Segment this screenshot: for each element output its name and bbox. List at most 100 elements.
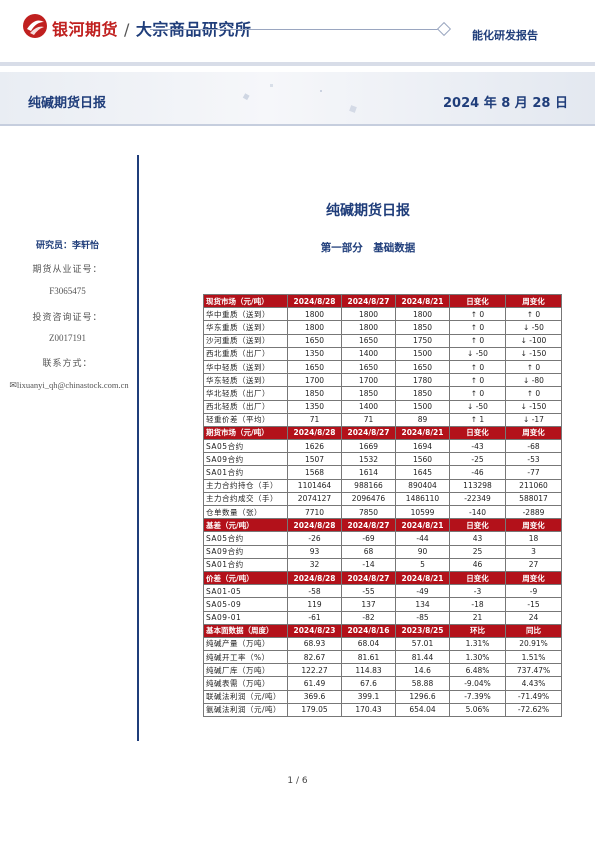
row-label: 华中重质（送到） <box>203 307 288 322</box>
table-cell: ↓ -80 <box>505 373 562 388</box>
column-header: 2024/8/21 <box>395 425 450 441</box>
column-header: 同比 <box>505 623 562 638</box>
table-cell: 5 <box>395 557 450 572</box>
table-cell: 89 <box>395 412 450 427</box>
banner-title: 纯碱期货日报 <box>28 96 107 111</box>
column-header: 2024/8/21 <box>395 293 450 309</box>
row-label: 纯碱产量（万吨） <box>203 636 288 652</box>
table-cell: -26 <box>287 531 342 546</box>
section-header-label: 现货市场（元/吨） <box>203 293 288 309</box>
table-cell: -72.62% <box>505 702 562 718</box>
table-cell: 1650 <box>395 359 450 375</box>
table-cell: 58.88 <box>395 676 450 691</box>
row-label: 沙河重质（送到） <box>203 333 288 348</box>
table-row: SA01合约 1568 1614 1645 -46 -77 <box>203 465 562 480</box>
yinhe-logo-icon <box>23 14 47 38</box>
section-header-label: 价差（元/吨） <box>203 570 288 586</box>
table-section-header: 价差（元/吨） 2024/8/28 2024/8/27 2024/8/21 日变化 周变化 <box>203 570 562 586</box>
row-label: 华北轻质（出厂） <box>203 386 288 401</box>
table-cell: 1500 <box>395 399 450 414</box>
table-cell: -58 <box>287 584 342 599</box>
table-cell: 1669 <box>341 439 396 454</box>
row-label: 轻重价差（平均） <box>203 412 288 427</box>
table-cell: 1850 <box>395 320 450 335</box>
column-header: 2024/8/28 <box>287 570 342 586</box>
table-row: SA05-09 119 137 134 -18 -15 <box>203 597 562 612</box>
table-cell: -53 <box>505 452 562 467</box>
table-cell: 27 <box>505 557 562 572</box>
table-cell: 68.04 <box>341 636 396 652</box>
column-header: 2024/8/21 <box>395 518 450 533</box>
table-cell: -14 <box>341 557 396 572</box>
table-cell: 1.51% <box>505 650 562 665</box>
table-cell: 25 <box>449 544 506 559</box>
table-cell: 1101464 <box>287 478 342 493</box>
column-header: 2024/8/27 <box>341 425 396 441</box>
license-label: 期货从业证号： <box>32 265 103 275</box>
row-label: SA09-01 <box>203 610 288 625</box>
column-header: 2024/8/21 <box>395 570 450 586</box>
table-cell: 5.06% <box>449 702 506 718</box>
consult-label: 投资咨询证号： <box>32 313 103 323</box>
table-cell: ↓ -50 <box>449 346 506 361</box>
table-cell: 1700 <box>287 373 342 388</box>
table-cell: 61.49 <box>287 676 342 691</box>
table-cell: 18 <box>505 531 562 546</box>
table-cell: 7850 <box>341 504 396 520</box>
page-number: 1 / 6 <box>287 776 308 786</box>
table-cell: -85 <box>395 610 450 625</box>
table-cell: -49 <box>395 584 450 599</box>
table-cell: 46 <box>449 557 506 572</box>
analyst-email[interactable]: ✉lixuanyi_qh@chinastock.com.cn <box>6 378 132 393</box>
table-section-header: 基差（元/吨） 2024/8/28 2024/8/27 2024/8/21 日变化 周变化 <box>203 518 562 533</box>
table-cell: -55 <box>341 584 396 599</box>
row-label: 联碱法利润（元/吨） <box>203 689 288 704</box>
email-text[interactable]: lixuanyi_qh@chinastock.com.cn <box>16 380 129 390</box>
table-cell: 1560 <box>395 452 450 467</box>
table-cell: 654.04 <box>395 702 450 718</box>
banner-decoration <box>242 84 357 113</box>
document-title: 纯碱期货日报 <box>326 203 410 219</box>
row-label: SA01-05 <box>203 584 288 599</box>
row-label: 氨碱法利润（元/吨） <box>203 702 288 718</box>
row-label: 纯碱表需（万吨） <box>203 676 288 691</box>
license-number: F3065475 <box>49 286 86 296</box>
table-cell: -61 <box>287 610 342 625</box>
column-header: 周变化 <box>505 570 562 586</box>
table-cell: 737.47% <box>505 663 562 678</box>
table-cell: -77 <box>505 465 562 480</box>
table-cell: 93 <box>287 544 342 559</box>
table-cell: ↓ -50 <box>505 320 562 335</box>
table-row: 纯碱表需（万吨） 61.49 67.6 58.88 -9.04% 4.43% <box>203 676 562 691</box>
table-row: 纯碱厂库（万吨） 122.27 114.83 14.6 6.48% 737.47% <box>203 663 562 678</box>
header-divider-line <box>150 29 450 30</box>
table-cell: 170.43 <box>341 702 396 718</box>
table-cell: 1800 <box>287 320 342 335</box>
row-label: 主力合约持仓（手） <box>203 478 288 493</box>
table-row: 主力合约持仓（手） 1101464 988166 890404 113298 211060 <box>203 478 562 493</box>
table-cell: 68.93 <box>287 636 342 652</box>
table-cell: ↑ 0 <box>449 307 506 322</box>
table-row: 华北轻质（出厂） 1850 1850 1850 ↑ 0 ↑ 0 <box>203 386 562 401</box>
table-cell: 369.6 <box>287 689 342 704</box>
column-header: 2024/8/23 <box>287 623 342 638</box>
table-cell: 2096476 <box>341 491 396 507</box>
column-header: 2024/8/27 <box>341 518 396 533</box>
column-header: 2024/8/28 <box>287 425 342 441</box>
table-cell: ↑ 0 <box>449 320 506 335</box>
table-cell: -68 <box>505 439 562 454</box>
table-cell: 1507 <box>287 452 342 467</box>
table-cell: 1568 <box>287 465 342 480</box>
table-row: 纯碱产量（万吨） 68.93 68.04 57.01 1.31% 20.91% <box>203 636 562 652</box>
table-cell: -25 <box>449 452 506 467</box>
table-cell: ↑ 0 <box>449 386 506 401</box>
table-cell: 14.6 <box>395 663 450 678</box>
table-cell: 3 <box>505 544 562 559</box>
table-cell: 10599 <box>395 504 450 520</box>
column-header: 2024/8/28 <box>287 293 342 309</box>
column-header: 日变化 <box>449 570 506 586</box>
table-cell: 1850 <box>395 386 450 401</box>
table-cell: 20.91% <box>505 636 562 652</box>
row-label: SA01合约 <box>203 465 288 480</box>
table-row: 华中重质（送到） 1800 1800 1800 ↑ 0 ↑ 0 <box>203 307 562 322</box>
